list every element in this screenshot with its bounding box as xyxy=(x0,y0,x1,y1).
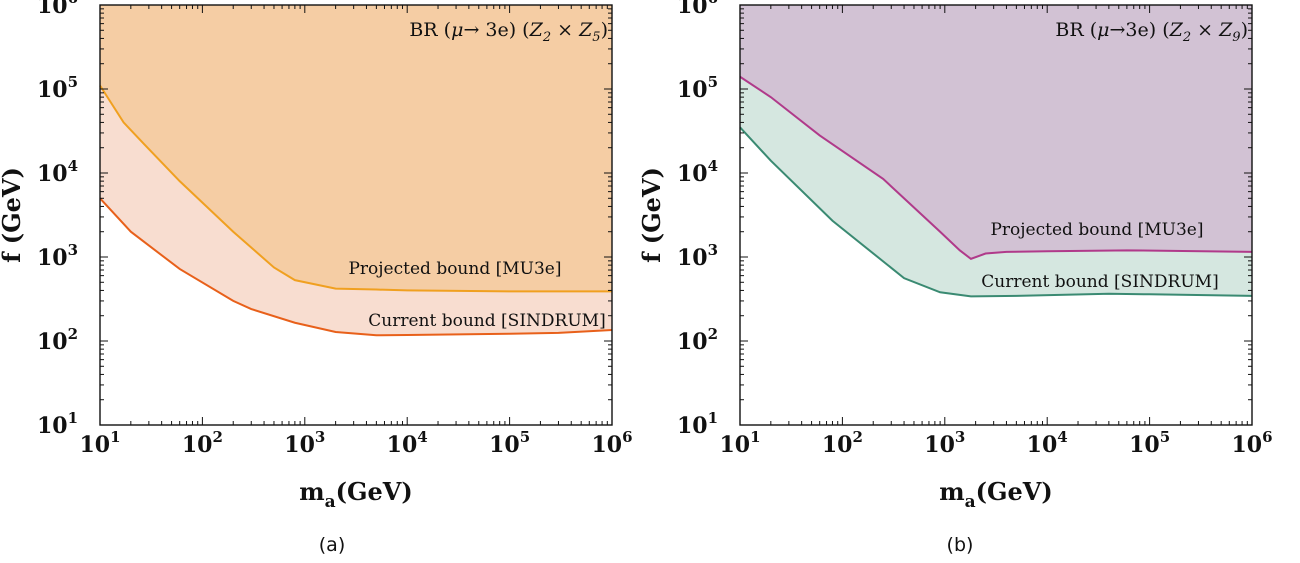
x-tick-label: 101 xyxy=(719,428,760,458)
x-tick-label: 101 xyxy=(79,428,120,458)
x-tick-label: 104 xyxy=(387,428,428,458)
y-tick-label: 102 xyxy=(677,325,718,355)
excluded-region-projected xyxy=(740,5,1252,259)
x-tick-label: 104 xyxy=(1027,428,1068,458)
x-tick-label: 102 xyxy=(182,428,223,458)
current-bound-label: Current bound [SINDRUM] xyxy=(981,272,1218,292)
y-tick-label: 101 xyxy=(37,409,78,439)
panel-caption: (b) xyxy=(947,534,974,556)
y-tick-label: 102 xyxy=(37,325,78,355)
x-tick-label: 103 xyxy=(924,428,965,458)
x-tick-label: 106 xyxy=(591,428,632,458)
current-bound-line xyxy=(739,126,1253,298)
excluded-region-current xyxy=(100,85,612,336)
y-tick-label: 106 xyxy=(677,0,718,19)
y-tick-label: 103 xyxy=(37,241,78,271)
plot-frame xyxy=(739,4,1253,426)
y-tick-label: 104 xyxy=(37,157,78,187)
plot-frame xyxy=(99,4,613,426)
y-axis-title: f (GeV) xyxy=(0,167,26,263)
y-tick-label: 101 xyxy=(677,409,718,439)
panel-caption: (a) xyxy=(319,534,345,556)
y-tick-label: 103 xyxy=(677,241,718,271)
panel-b: 101 102 103 104 105 106 101 102 103 104 105 106 ma(G… xyxy=(637,0,1273,556)
axis-ticks xyxy=(739,4,1253,426)
x-axis-title: ma(GeV) xyxy=(299,477,413,512)
panel-a: 101 102 103 104 105 106 101 102 103 104 105 106 ma(G… xyxy=(0,0,633,556)
y-tick-label: 106 xyxy=(37,0,78,19)
x-tick-label: 105 xyxy=(489,428,530,458)
x-tick-label: 106 xyxy=(1231,428,1272,458)
y-tick-label: 104 xyxy=(677,157,718,187)
axis-ticks xyxy=(99,4,613,426)
panel-title: BR (μ→ 3e) (Z2 × Z5) xyxy=(409,19,608,45)
y-tick-label: 105 xyxy=(677,73,718,103)
excluded-region-current xyxy=(740,76,1252,297)
y-axis-title: f (GeV) xyxy=(637,167,666,263)
x-axis-title: ma(GeV) xyxy=(939,477,1053,512)
y-tick-label: 105 xyxy=(37,73,78,103)
projected-bound-label: Projected bound [MU3e] xyxy=(990,220,1203,240)
excluded-region-projected xyxy=(100,5,612,292)
projected-bound-line xyxy=(739,75,1253,260)
current-bound-label: Current bound [SINDRUM] xyxy=(368,311,605,331)
projected-bound-line xyxy=(99,84,612,293)
x-tick-label: 105 xyxy=(1129,428,1170,458)
current-bound-line xyxy=(99,197,613,337)
x-tick-label: 103 xyxy=(284,428,325,458)
panel-title: BR (μ→3e) (Z2 × Z9) xyxy=(1055,19,1248,45)
projected-bound-label: Projected bound [MU3e] xyxy=(348,259,561,279)
x-tick-label: 102 xyxy=(822,428,863,458)
